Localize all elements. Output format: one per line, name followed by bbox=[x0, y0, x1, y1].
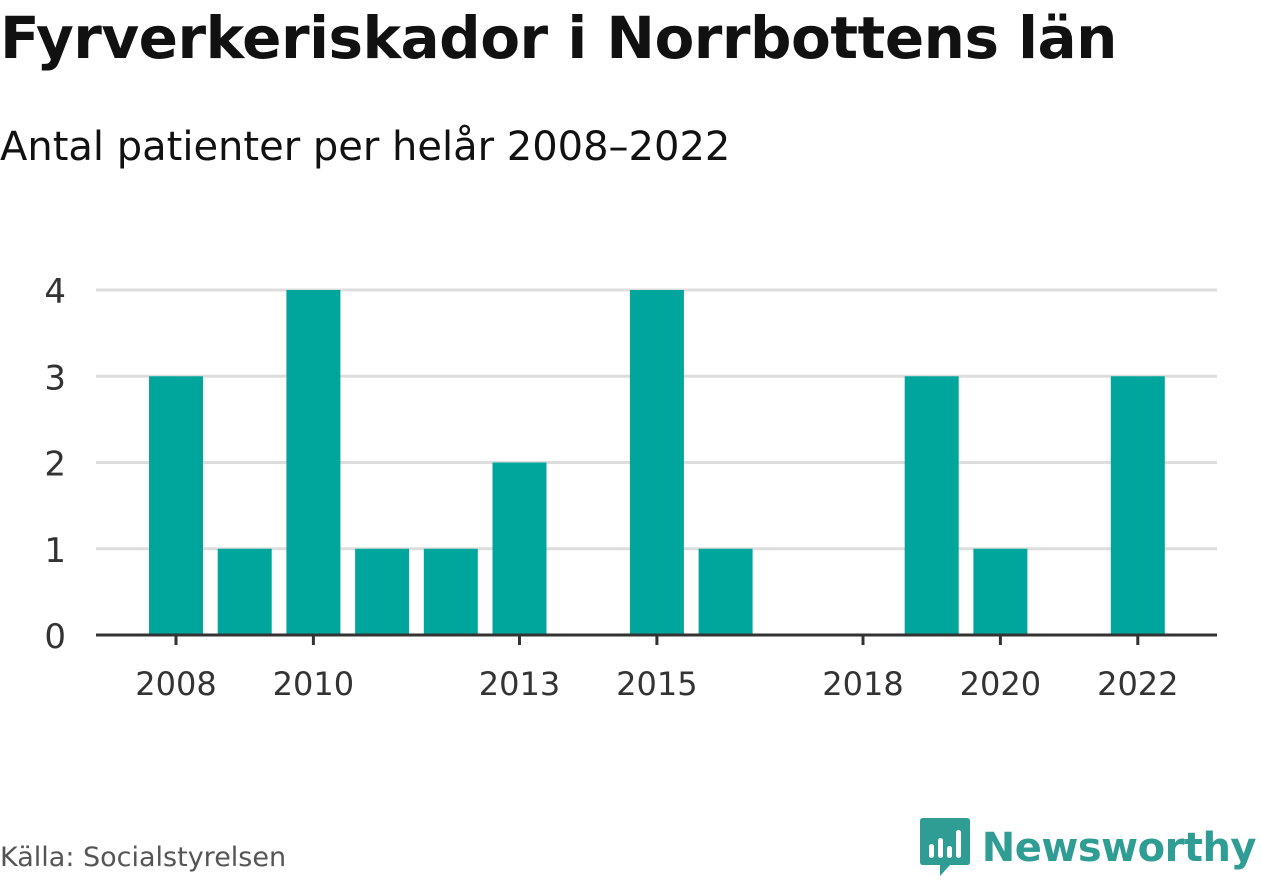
x-tick-label: 2013 bbox=[479, 665, 560, 703]
bar-2019 bbox=[904, 376, 959, 635]
x-tick-label: 2018 bbox=[822, 665, 903, 703]
bar-2013 bbox=[492, 462, 547, 635]
chart-title: Fyrverkeriskador i Norrbottens län bbox=[0, 4, 1117, 72]
x-tick-label: 2015 bbox=[616, 665, 697, 703]
bar-2008 bbox=[149, 376, 203, 635]
y-tick-label: 0 bbox=[44, 617, 66, 657]
y-tick-label: 4 bbox=[44, 272, 66, 312]
bar-2022 bbox=[1110, 376, 1165, 635]
x-tick-label: 2022 bbox=[1097, 665, 1178, 703]
bar-2016 bbox=[698, 548, 753, 635]
bar-2011 bbox=[355, 548, 410, 635]
y-tick-label: 2 bbox=[44, 445, 66, 485]
x-tick-label: 2010 bbox=[273, 665, 354, 703]
source-note: Källa: Socialstyrelsen bbox=[0, 842, 287, 873]
brand-logo: Newsworthy bbox=[919, 818, 1257, 878]
brand-name: Newsworthy bbox=[981, 825, 1257, 871]
x-tick-label: 2008 bbox=[135, 665, 216, 703]
chart-subtitle: Antal patienter per helår 2008–2022 bbox=[0, 124, 731, 170]
x-tick-label: 2020 bbox=[960, 665, 1041, 703]
bar-2015 bbox=[629, 290, 684, 635]
bar-2009 bbox=[217, 548, 272, 635]
bar-2020 bbox=[973, 548, 1028, 635]
bar-2012 bbox=[423, 548, 478, 635]
newsworthy-logo-icon bbox=[919, 818, 970, 876]
bar-2010 bbox=[286, 290, 341, 635]
y-tick-label: 1 bbox=[44, 531, 66, 571]
y-tick-label: 3 bbox=[44, 358, 66, 398]
